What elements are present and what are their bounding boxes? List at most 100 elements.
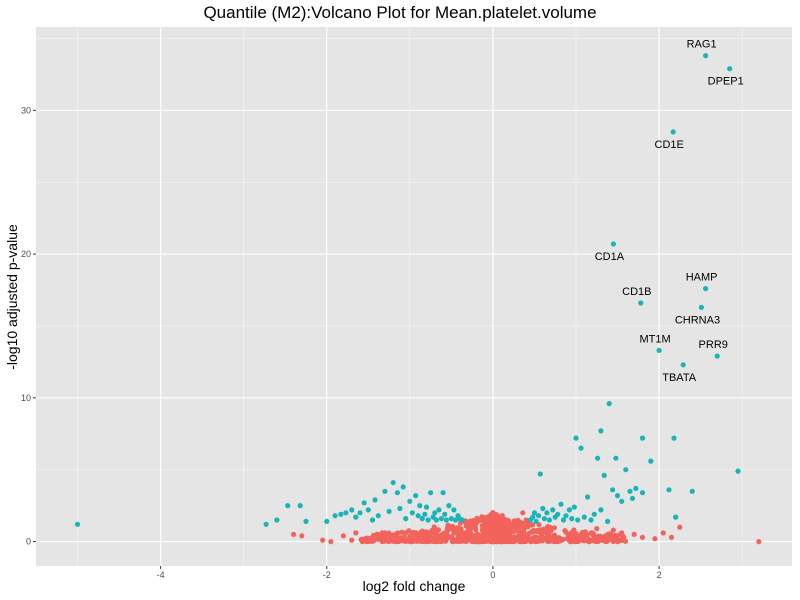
point-significant [422,511,428,517]
point-not-significant [506,532,512,538]
point-significant [365,507,371,513]
point-significant [438,516,444,522]
point-not-significant [592,535,599,542]
point-not-significant [290,531,297,538]
gene-label: MT1M [639,333,670,345]
point-not-significant [502,516,508,522]
gene-label: CD1B [622,286,651,298]
point-not-significant [394,536,400,542]
point-significant [633,485,639,491]
point-not-significant [497,537,503,544]
x-tick-label: 0 [490,570,495,580]
point-not-significant [756,539,762,545]
point-not-significant [594,526,600,532]
point-significant [627,488,633,494]
point-significant [606,401,612,407]
x-axis-title: log2 fold change [362,578,466,594]
point-significant [285,503,291,509]
y-tick-label: 10 [21,393,31,403]
point-not-significant [597,536,603,542]
point-significant [735,468,741,474]
point-not-significant [328,539,334,545]
point-significant [409,510,415,516]
point-significant-labeled [656,347,662,353]
gene-label: HAMP [686,272,718,284]
point-not-significant [581,537,587,543]
point-not-significant [562,528,568,534]
point-not-significant [382,530,388,536]
point-not-significant [379,538,385,545]
point-not-significant [522,537,528,544]
point-not-significant [458,529,464,535]
point-significant [452,517,459,523]
point-not-significant [491,529,498,535]
gene-label: CD1A [595,251,625,263]
point-not-significant [456,525,462,531]
point-not-significant [433,532,439,539]
point-not-significant [490,522,496,529]
point-significant [400,484,406,490]
point-not-significant [518,531,525,537]
point-not-significant [477,518,483,524]
point-significant [343,510,349,516]
point-not-significant [417,538,423,544]
point-not-significant [520,510,526,516]
x-tick-label: 2 [657,570,662,580]
point-significant [419,516,425,522]
point-significant [459,517,465,523]
point-significant [451,507,457,513]
point-not-significant [464,538,470,544]
point-not-significant [517,520,523,526]
point-not-significant [387,533,393,539]
point-significant [563,513,569,519]
point-not-significant [478,533,484,539]
point-significant [436,507,442,513]
point-significant [619,498,625,504]
point-not-significant [454,530,460,536]
point-significant [382,488,388,494]
point-not-significant [602,536,608,542]
point-not-significant [377,532,383,538]
point-significant [558,501,564,507]
y-tick-label: 30 [21,105,31,115]
point-significant [550,507,556,513]
point-significant [324,518,330,525]
point-not-significant [580,531,587,537]
point-not-significant [469,524,475,530]
point-significant [648,458,654,464]
point-significant-labeled [703,286,709,292]
point-not-significant [431,524,437,530]
point-not-significant [494,523,500,529]
point-not-significant [340,533,346,539]
point-not-significant [526,530,532,537]
x-tick-label: -4 [157,570,165,580]
point-significant [446,503,452,509]
point-not-significant [465,519,471,525]
point-significant [666,487,672,493]
point-significant [417,503,423,509]
point-not-significant [367,538,373,544]
point-significant [397,505,403,512]
point-not-significant [536,538,542,544]
point-significant [338,511,344,517]
point-significant [375,513,381,519]
point-significant [541,516,548,522]
point-not-significant [550,534,556,540]
point-significant-labeled [703,53,709,59]
y-tick-label: 20 [21,249,31,259]
point-significant [448,516,454,522]
point-significant [673,514,679,520]
point-not-significant [426,536,433,542]
point-significant [591,511,597,517]
point-significant [390,480,396,486]
point-not-significant [372,536,379,542]
gene-label: PRR9 [699,339,728,351]
point-significant [546,517,553,523]
point-significant [297,503,303,509]
point-not-significant [612,534,618,540]
point-not-significant [418,529,424,535]
point-significant [544,510,550,516]
point-significant [639,435,646,441]
point-significant [585,494,591,500]
